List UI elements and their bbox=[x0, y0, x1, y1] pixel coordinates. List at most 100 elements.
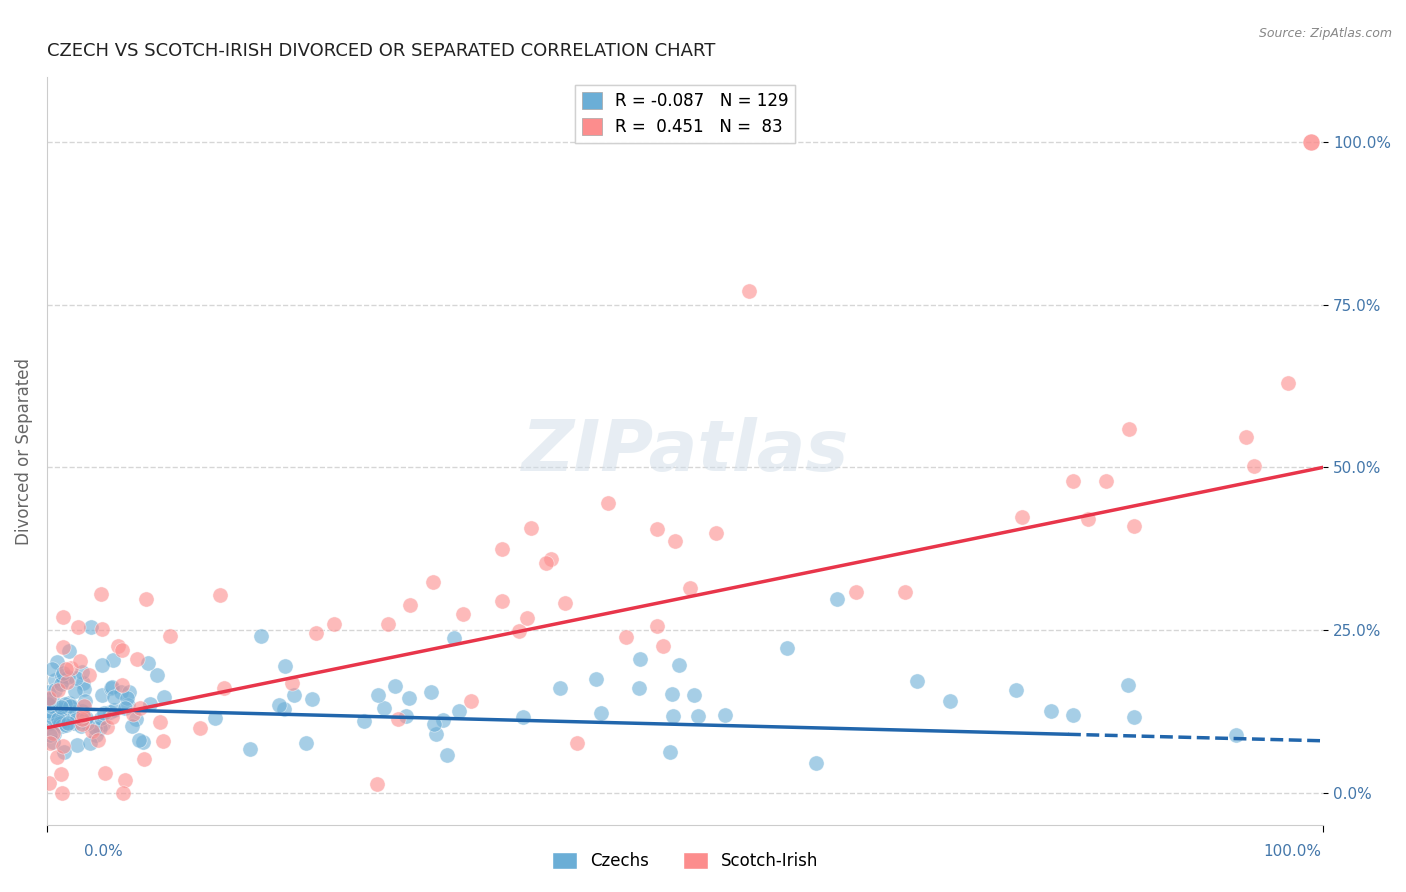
Point bbox=[44, 683, 66, 698]
Point bbox=[49, 767, 72, 781]
Point bbox=[98, 705, 121, 719]
Point bbox=[384, 679, 406, 693]
Point bbox=[73, 694, 96, 708]
Point bbox=[62, 699, 84, 714]
Point bbox=[628, 681, 651, 695]
Point bbox=[58, 670, 80, 684]
Point bbox=[51, 786, 73, 800]
Legend: R = -0.087   N = 129, R =  0.451   N =  83: R = -0.087 N = 129, R = 0.451 N = 83 bbox=[575, 85, 796, 143]
Point bbox=[39, 699, 62, 714]
Point bbox=[825, 592, 848, 607]
Point bbox=[67, 620, 90, 634]
Point bbox=[515, 611, 537, 625]
Point bbox=[90, 688, 112, 702]
Point bbox=[52, 609, 75, 624]
Point bbox=[1118, 422, 1140, 436]
Point bbox=[239, 742, 262, 756]
Point bbox=[84, 728, 107, 742]
Point bbox=[423, 717, 446, 731]
Point bbox=[59, 698, 82, 713]
Point bbox=[55, 662, 77, 676]
Point bbox=[111, 643, 134, 657]
Point bbox=[52, 673, 75, 687]
Point bbox=[75, 711, 97, 725]
Point bbox=[117, 698, 139, 713]
Point bbox=[1095, 475, 1118, 489]
Point bbox=[39, 715, 62, 730]
Point bbox=[132, 752, 155, 766]
Point bbox=[273, 702, 295, 716]
Point bbox=[37, 697, 59, 711]
Point bbox=[111, 678, 134, 692]
Point bbox=[38, 692, 60, 706]
Point bbox=[1011, 510, 1033, 524]
Point bbox=[42, 727, 65, 741]
Point bbox=[52, 640, 75, 655]
Point bbox=[49, 706, 72, 720]
Point bbox=[41, 662, 63, 676]
Point bbox=[79, 736, 101, 750]
Point bbox=[87, 732, 110, 747]
Point bbox=[373, 701, 395, 715]
Point bbox=[42, 726, 65, 740]
Point bbox=[188, 721, 211, 735]
Point bbox=[366, 777, 388, 791]
Point bbox=[42, 735, 65, 749]
Point bbox=[1004, 682, 1026, 697]
Point bbox=[804, 756, 827, 770]
Point bbox=[204, 710, 226, 724]
Point bbox=[46, 713, 69, 727]
Point bbox=[37, 707, 59, 722]
Point bbox=[117, 690, 139, 705]
Point bbox=[519, 521, 541, 535]
Point bbox=[70, 718, 93, 732]
Point bbox=[131, 734, 153, 748]
Point bbox=[451, 607, 474, 621]
Point bbox=[398, 599, 420, 613]
Y-axis label: Divorced or Separated: Divorced or Separated bbox=[15, 358, 32, 544]
Point bbox=[1277, 376, 1299, 390]
Point bbox=[125, 712, 148, 726]
Point bbox=[42, 711, 65, 725]
Text: CZECH VS SCOTCH-IRISH DIVORCED OR SEPARATED CORRELATION CHART: CZECH VS SCOTCH-IRISH DIVORCED OR SEPARA… bbox=[46, 42, 716, 60]
Point bbox=[72, 676, 94, 690]
Point bbox=[679, 581, 702, 595]
Point bbox=[661, 687, 683, 701]
Point bbox=[1234, 430, 1257, 444]
Point bbox=[53, 702, 76, 716]
Point bbox=[267, 698, 290, 712]
Point bbox=[51, 709, 73, 723]
Point bbox=[149, 714, 172, 729]
Text: 100.0%: 100.0% bbox=[1264, 845, 1322, 859]
Point bbox=[42, 697, 65, 711]
Point bbox=[70, 704, 93, 718]
Point bbox=[668, 658, 690, 673]
Point bbox=[353, 714, 375, 728]
Point bbox=[39, 736, 62, 750]
Point bbox=[894, 585, 917, 599]
Point bbox=[662, 709, 685, 723]
Point bbox=[90, 586, 112, 600]
Point bbox=[281, 676, 304, 690]
Point bbox=[90, 711, 112, 725]
Point bbox=[46, 749, 69, 764]
Point bbox=[56, 674, 79, 689]
Point bbox=[159, 629, 181, 643]
Point bbox=[56, 715, 79, 730]
Point bbox=[152, 734, 174, 748]
Point bbox=[128, 733, 150, 747]
Point bbox=[628, 651, 651, 665]
Point bbox=[585, 672, 607, 686]
Point bbox=[645, 619, 668, 633]
Point bbox=[121, 719, 143, 733]
Point bbox=[39, 706, 62, 720]
Point bbox=[659, 745, 682, 759]
Point bbox=[70, 665, 93, 679]
Point bbox=[704, 526, 727, 541]
Point bbox=[44, 673, 66, 687]
Point bbox=[536, 556, 558, 570]
Point bbox=[58, 643, 80, 657]
Point bbox=[274, 659, 297, 673]
Point bbox=[90, 622, 112, 636]
Point bbox=[845, 585, 868, 599]
